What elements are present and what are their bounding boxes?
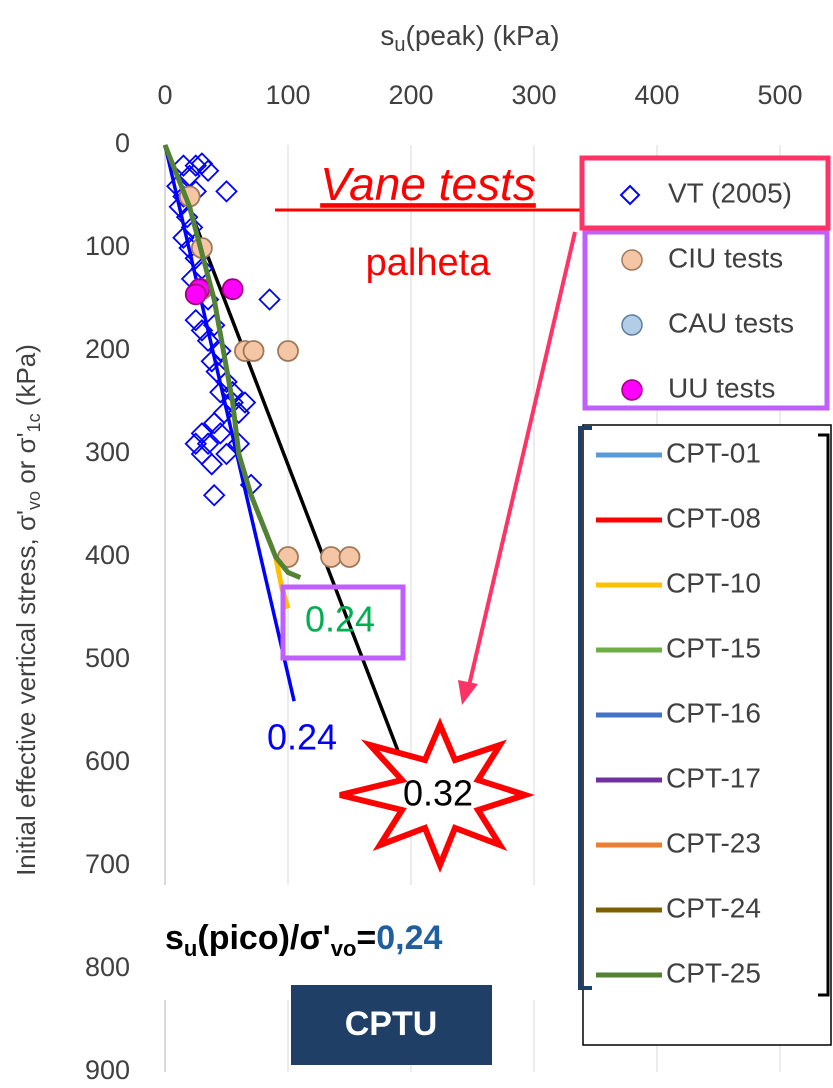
- legend-label: CPT-17: [666, 762, 761, 793]
- point: [258, 288, 281, 311]
- series-line: [162, 144, 302, 580]
- legend-label: CPT-15: [666, 632, 761, 663]
- legend-swatch: [621, 379, 643, 401]
- point: [215, 370, 238, 394]
- point: [184, 432, 208, 455]
- arrow: [466, 231, 577, 691]
- legend-label: CPT-16: [666, 697, 761, 728]
- legend-label: CPT-01: [666, 437, 761, 468]
- legend-label: CPT-08: [666, 502, 761, 533]
- legend-swatch: [621, 314, 643, 336]
- point: [196, 159, 220, 183]
- point: [184, 283, 207, 306]
- point: [190, 319, 214, 342]
- y-tick-label: 900: [85, 1055, 130, 1085]
- arrow-head: [458, 680, 478, 705]
- x-tick-label: 200: [388, 80, 433, 110]
- y-tick-label: 300: [85, 437, 130, 467]
- formula-bg: [163, 885, 563, 1000]
- point: [215, 180, 238, 203]
- x-tick-label: 300: [511, 80, 556, 110]
- y-tick-label: 100: [85, 231, 130, 261]
- starburst: [339, 717, 535, 873]
- legend-label: CIU tests: [668, 242, 783, 273]
- annotation-palheta: palheta: [366, 242, 492, 284]
- x-tick-label: 400: [634, 80, 679, 110]
- x-tick-label: 500: [757, 80, 802, 110]
- y-tick-label: 400: [85, 540, 130, 570]
- point: [320, 546, 342, 568]
- bracket: [818, 433, 830, 997]
- cptu-label: CPTU: [345, 1005, 438, 1043]
- legend-label: CPT-25: [666, 957, 761, 988]
- point: [212, 401, 236, 425]
- legend-swatch: [621, 249, 643, 271]
- point: [215, 442, 238, 466]
- legend-label: CPT-23: [666, 827, 761, 858]
- point: [184, 308, 208, 332]
- cptu-box: [291, 985, 492, 1065]
- y-tick-label: 500: [85, 643, 130, 673]
- point: [172, 226, 195, 249]
- annotation-box: [280, 584, 406, 661]
- legend-swatch: [619, 184, 641, 206]
- point: [196, 329, 220, 352]
- point: [209, 422, 232, 445]
- legend-label: VT (2005): [668, 177, 792, 208]
- y-tick-label: 800: [85, 952, 130, 982]
- legend-frame: [582, 424, 832, 1046]
- legend-label: CAU tests: [668, 307, 794, 338]
- annotation-vane: Vane tests: [320, 158, 536, 210]
- series-line: [163, 144, 296, 702]
- y-tick-label: 600: [85, 746, 130, 776]
- legend-label: CPT-24: [666, 892, 761, 923]
- point: [184, 154, 208, 177]
- point: [221, 278, 244, 301]
- y-axis-label: Initial effective vertical stress, σ'vo …: [11, 344, 44, 876]
- point: [277, 340, 299, 362]
- y-tick-label: 0: [115, 128, 130, 158]
- point: [202, 483, 226, 507]
- annotation-black: 0.32: [403, 773, 473, 814]
- y-tick-label: 700: [85, 849, 130, 879]
- point: [338, 546, 361, 568]
- annotation-green: 0.24: [305, 599, 375, 640]
- point: [233, 391, 257, 414]
- point: [200, 350, 224, 373]
- x-tick-label: 0: [157, 80, 172, 110]
- annotation-blue: 0.24: [267, 717, 337, 758]
- point: [242, 340, 265, 362]
- point: [190, 442, 214, 466]
- y-tick-label: 200: [85, 334, 130, 364]
- x-axis-label: su(peak) (kPa): [380, 20, 559, 56]
- legend-label: CPT-10: [666, 567, 761, 598]
- point: [166, 174, 189, 198]
- formula: su(pico)/σ'vo=0,24: [165, 919, 443, 961]
- bracket: [578, 426, 592, 990]
- point: [202, 313, 226, 337]
- legend-label: UU tests: [668, 372, 775, 403]
- x-tick-label: 100: [265, 80, 310, 110]
